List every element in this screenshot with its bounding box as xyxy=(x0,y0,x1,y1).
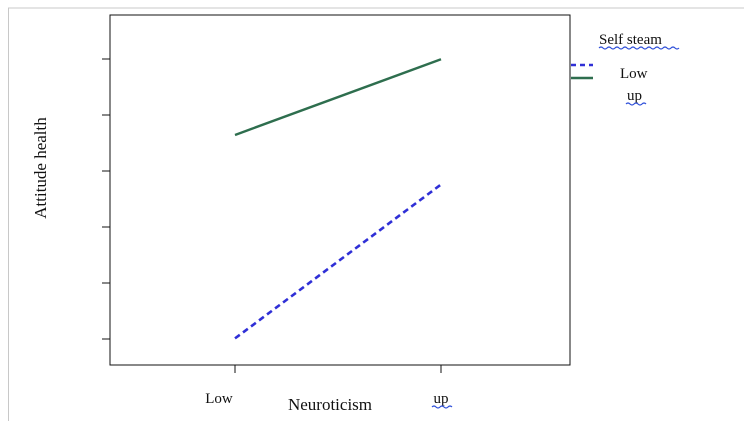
x-tick-label-Low: Low xyxy=(205,391,233,407)
x-tick-label-up: up xyxy=(434,391,449,407)
legend-title: Self steam xyxy=(599,32,662,48)
series-layer xyxy=(234,58,442,340)
legend: Self steam Low up xyxy=(571,32,680,106)
x-axis-ticks: Low up xyxy=(205,365,453,409)
y-axis-ticks xyxy=(102,58,110,340)
legend-label-low: Low xyxy=(620,66,648,82)
series-line-up xyxy=(234,58,442,137)
page-frame xyxy=(8,7,744,421)
y-axis-title: Attitude health xyxy=(31,117,50,219)
legend-label-up: up xyxy=(627,88,642,104)
legend-title-spellcheck-underline xyxy=(598,46,680,50)
x-tick-label-up-spellcheck-underline xyxy=(431,405,453,409)
legend-items: Low up xyxy=(571,63,648,106)
x-axis-title: Neuroticism xyxy=(288,395,372,414)
series-line-low xyxy=(234,183,442,340)
legend-label-up-spellcheck-underline xyxy=(625,102,647,106)
plot-area xyxy=(109,14,571,366)
